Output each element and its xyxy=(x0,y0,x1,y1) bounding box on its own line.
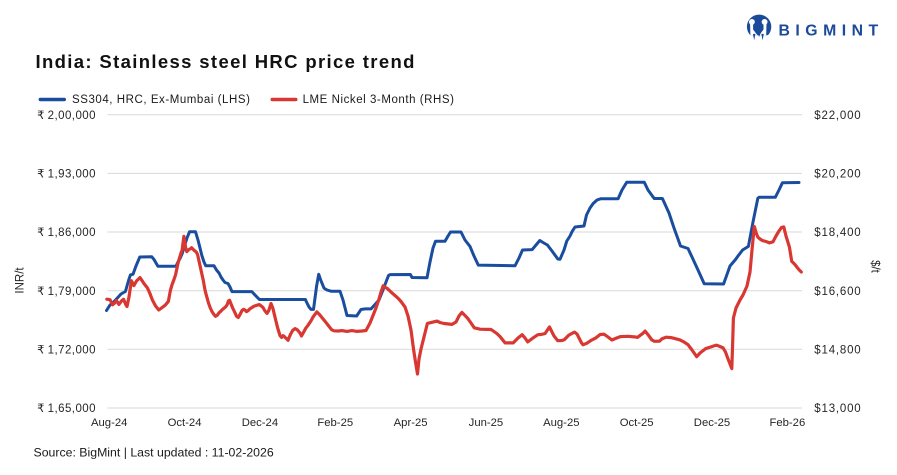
svg-text:Dec-24: Dec-24 xyxy=(242,417,278,429)
svg-text:SS304, HRC, Ex-Mumbai (LHS): SS304, HRC, Ex-Mumbai (LHS) xyxy=(72,94,250,106)
svg-text:₹ 1,86,000: ₹ 1,86,000 xyxy=(37,227,96,239)
svg-text:Aug-24: Aug-24 xyxy=(91,417,127,429)
svg-text:$14,800: $14,800 xyxy=(814,344,861,356)
svg-text:Oct-24: Oct-24 xyxy=(168,417,202,429)
svg-text:Jun-25: Jun-25 xyxy=(469,417,504,429)
svg-text:Source: BigMint | Last updated: Source: BigMint | Last updated : 11-02-2… xyxy=(34,446,274,460)
svg-text:$22,000: $22,000 xyxy=(814,110,861,122)
svg-text:$/t: $/t xyxy=(868,260,880,274)
svg-text:LME Nickel 3-Month (RHS): LME Nickel 3-Month (RHS) xyxy=(303,94,455,106)
svg-text:$18,400: $18,400 xyxy=(814,227,861,239)
svg-text:$13,000: $13,000 xyxy=(814,403,861,415)
svg-text:Apr-25: Apr-25 xyxy=(394,417,428,429)
svg-text:₹ 1,79,000: ₹ 1,79,000 xyxy=(37,286,96,298)
svg-text:Feb-26: Feb-26 xyxy=(769,417,805,429)
svg-text:Oct-25: Oct-25 xyxy=(620,417,654,429)
svg-text:Aug-25: Aug-25 xyxy=(543,417,579,429)
svg-text:India: Stainless steel HRC pri: India: Stainless steel HRC price trend xyxy=(36,51,416,72)
svg-text:₹ 1,65,000: ₹ 1,65,000 xyxy=(37,403,96,415)
svg-text:₹ 1,72,000: ₹ 1,72,000 xyxy=(37,344,96,356)
svg-text:$16,600: $16,600 xyxy=(814,286,861,298)
svg-text:Dec-25: Dec-25 xyxy=(694,417,730,429)
svg-text:$20,200: $20,200 xyxy=(814,169,861,181)
svg-text:₹ 1,93,000: ₹ 1,93,000 xyxy=(37,169,96,181)
svg-text:INR/t: INR/t xyxy=(15,267,27,294)
svg-text:BIGMINT: BIGMINT xyxy=(779,23,884,40)
svg-text:₹ 2,00,000: ₹ 2,00,000 xyxy=(37,110,96,122)
svg-text:Feb-25: Feb-25 xyxy=(317,417,353,429)
